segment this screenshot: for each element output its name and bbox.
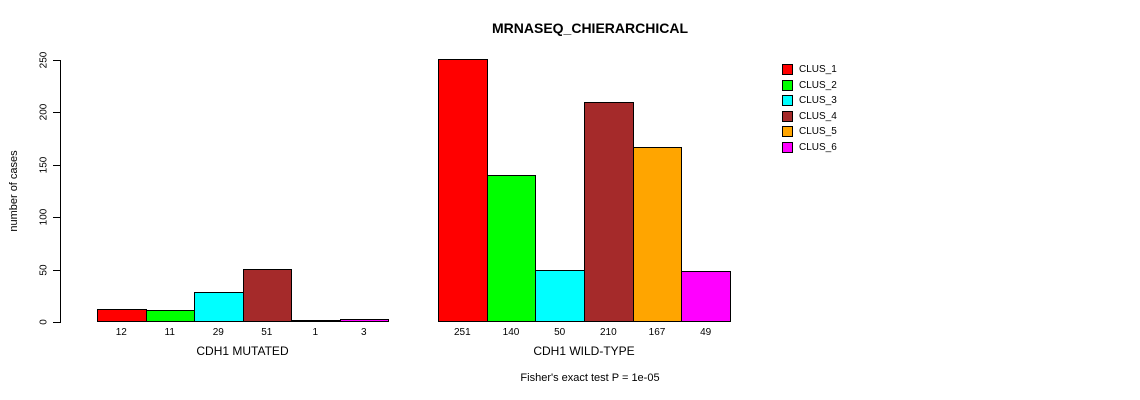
bar-value-label: 29 (212, 327, 224, 338)
legend-label: CLUS_6 (799, 141, 837, 153)
bar-clus_3 (535, 269, 585, 322)
y-tick-label: 250 (38, 51, 50, 69)
y-tick-label: 200 (38, 104, 50, 121)
legend-label: CLUS_3 (799, 95, 837, 106)
y-axis-tick (53, 60, 60, 61)
legend-label: CLUS_2 (799, 79, 837, 91)
bar-value-label: 251 (453, 327, 471, 338)
y-axis-tick (53, 217, 60, 219)
bar-clus_6 (681, 270, 731, 322)
y-tick-label: 50 (38, 264, 50, 276)
legend-swatch-clus_1 (782, 64, 793, 75)
bar-value-label: 51 (261, 327, 273, 338)
legend-swatch-clus_4 (782, 110, 793, 122)
bar-clus_6 (339, 318, 389, 322)
x-axis-group-label: CDH1 WILD-TYPE (533, 344, 635, 358)
legend-label: CLUS_4 (799, 110, 837, 122)
bar-value-label: 210 (599, 327, 617, 338)
legend-label: CLUS_1 (799, 64, 837, 75)
bar-clus_2 (486, 175, 537, 322)
bar-value-label: 3 (360, 327, 367, 338)
y-axis-line (60, 60, 61, 323)
legend-swatch-clus_5 (782, 126, 793, 137)
x-axis-group-label: CDH1 MUTATED (196, 344, 289, 358)
bar-value-label: 11 (164, 327, 175, 338)
bar-clus_1 (97, 309, 147, 322)
bar-value-label: 12 (115, 327, 127, 338)
y-axis-tick (53, 269, 60, 271)
bar-clus_2 (145, 310, 195, 322)
y-axis-tick (53, 112, 60, 114)
y-tick-label: 100 (38, 208, 50, 226)
bar-value-label: 49 (700, 327, 712, 338)
bar-clus_5 (291, 320, 341, 322)
y-axis-label: number of cases (8, 150, 20, 232)
legend-label: CLUS_5 (799, 126, 837, 137)
bar-clus_1 (438, 58, 488, 322)
bar-clus_4 (242, 268, 292, 322)
y-axis-tick (53, 322, 60, 323)
bar-clus_5 (632, 146, 683, 322)
bar-value-label: 1 (312, 327, 319, 338)
legend-swatch-clus_6 (782, 141, 793, 153)
legend-swatch-clus_3 (782, 95, 793, 106)
chart-title: MRNASEQ_CHIERARCHICAL (491, 20, 689, 36)
legend-swatch-clus_2 (782, 79, 793, 91)
y-axis-tick (53, 164, 60, 166)
bar-value-label: 50 (554, 327, 566, 338)
bar-clus_4 (584, 101, 634, 322)
fisher-test-annotation: Fisher's exact test P = 1e-05 (520, 372, 660, 384)
bar-value-label: 167 (648, 327, 666, 338)
bar-value-label: 140 (502, 327, 520, 338)
y-tick-label: 150 (38, 156, 50, 174)
bar-clus_3 (194, 291, 244, 322)
y-tick-label: 0 (38, 319, 50, 325)
